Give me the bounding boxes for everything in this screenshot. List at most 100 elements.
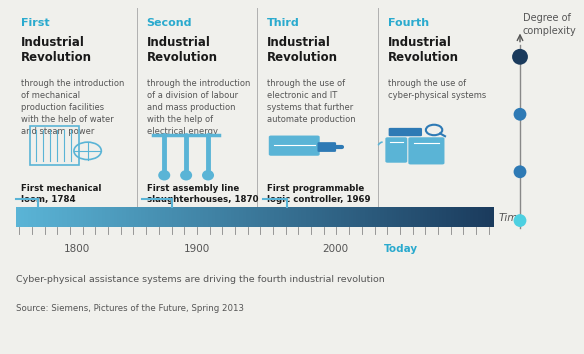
Bar — [191, 207, 193, 227]
Text: through the introduction
of a division of labour
and mass production
with the he: through the introduction of a division o… — [147, 79, 250, 136]
Text: Second: Second — [147, 18, 192, 28]
Bar — [255, 207, 258, 227]
Bar — [152, 207, 155, 227]
Bar — [91, 207, 93, 227]
Point — [515, 218, 524, 223]
Bar — [397, 207, 399, 227]
Text: 2000: 2000 — [322, 244, 349, 254]
Text: Industrial
Revolution: Industrial Revolution — [267, 36, 338, 64]
Bar — [69, 207, 71, 227]
Bar — [277, 207, 279, 227]
Bar — [451, 207, 454, 227]
Bar — [368, 207, 370, 227]
Bar — [360, 207, 363, 227]
Bar — [169, 207, 172, 227]
Bar — [86, 207, 88, 227]
Bar — [112, 207, 114, 227]
Point — [515, 112, 524, 117]
Bar — [404, 207, 406, 227]
Bar — [167, 207, 169, 227]
Text: Fourth: Fourth — [388, 18, 429, 28]
Text: 1900: 1900 — [184, 244, 210, 254]
Bar — [29, 207, 31, 227]
Bar — [136, 207, 138, 227]
Bar — [148, 207, 150, 227]
Bar — [465, 207, 468, 227]
Bar — [289, 207, 291, 227]
Bar — [492, 207, 494, 227]
Bar — [399, 207, 401, 227]
Bar — [57, 207, 60, 227]
Bar — [485, 207, 487, 227]
Bar — [430, 207, 432, 227]
Bar — [427, 207, 430, 227]
Bar — [119, 207, 121, 227]
Bar — [305, 207, 308, 227]
Bar — [329, 207, 332, 227]
Bar — [143, 207, 145, 227]
Bar — [234, 207, 237, 227]
Bar — [176, 207, 179, 227]
Bar — [332, 207, 334, 227]
Bar — [365, 207, 368, 227]
Text: Time: Time — [499, 213, 524, 223]
Bar — [172, 207, 174, 227]
Bar — [189, 207, 191, 227]
Bar — [447, 207, 449, 227]
Bar — [473, 207, 475, 227]
Bar — [449, 207, 451, 227]
Text: First assembly line
slaughterhouses, 1870: First assembly line slaughterhouses, 187… — [147, 184, 258, 204]
Bar — [231, 207, 234, 227]
Bar — [88, 207, 91, 227]
Bar — [60, 207, 62, 227]
Bar — [100, 207, 102, 227]
Bar — [47, 207, 50, 227]
FancyBboxPatch shape — [388, 128, 422, 136]
Bar — [394, 207, 397, 227]
Bar — [76, 207, 79, 227]
Bar — [181, 207, 184, 227]
Ellipse shape — [180, 170, 192, 181]
Bar — [158, 207, 160, 227]
Bar — [356, 207, 358, 227]
Bar — [281, 207, 284, 227]
Bar — [38, 207, 40, 227]
Bar — [303, 207, 305, 227]
Text: through the use of
cyber-physical systems: through the use of cyber-physical system… — [388, 79, 486, 100]
Bar — [179, 207, 181, 227]
Bar — [274, 207, 277, 227]
Bar — [480, 207, 482, 227]
Bar — [210, 207, 213, 227]
Bar — [33, 207, 36, 227]
Bar — [50, 207, 53, 227]
Bar — [81, 207, 84, 227]
Bar — [296, 207, 298, 227]
Text: Industrial
Revolution: Industrial Revolution — [147, 36, 218, 64]
Bar — [74, 207, 76, 227]
Bar — [487, 207, 489, 227]
Text: Industrial
Revolution: Industrial Revolution — [21, 36, 92, 64]
Bar — [401, 207, 404, 227]
Bar — [134, 207, 136, 227]
Text: Third: Third — [267, 18, 300, 28]
Bar — [162, 207, 165, 227]
Bar — [128, 207, 131, 227]
FancyBboxPatch shape — [318, 142, 336, 152]
Bar — [67, 207, 69, 227]
Bar — [64, 207, 67, 227]
Bar — [291, 207, 294, 227]
Bar — [53, 207, 55, 227]
Bar — [174, 207, 176, 227]
Bar — [298, 207, 301, 227]
Bar — [439, 207, 442, 227]
Bar — [55, 207, 57, 227]
Bar — [160, 207, 162, 227]
Bar — [145, 207, 148, 227]
Text: Degree of
complexity: Degree of complexity — [523, 13, 576, 36]
Bar — [294, 207, 296, 227]
Bar — [346, 207, 349, 227]
Bar — [258, 207, 260, 227]
Bar — [31, 207, 33, 227]
Bar — [36, 207, 38, 227]
Bar — [325, 207, 327, 227]
